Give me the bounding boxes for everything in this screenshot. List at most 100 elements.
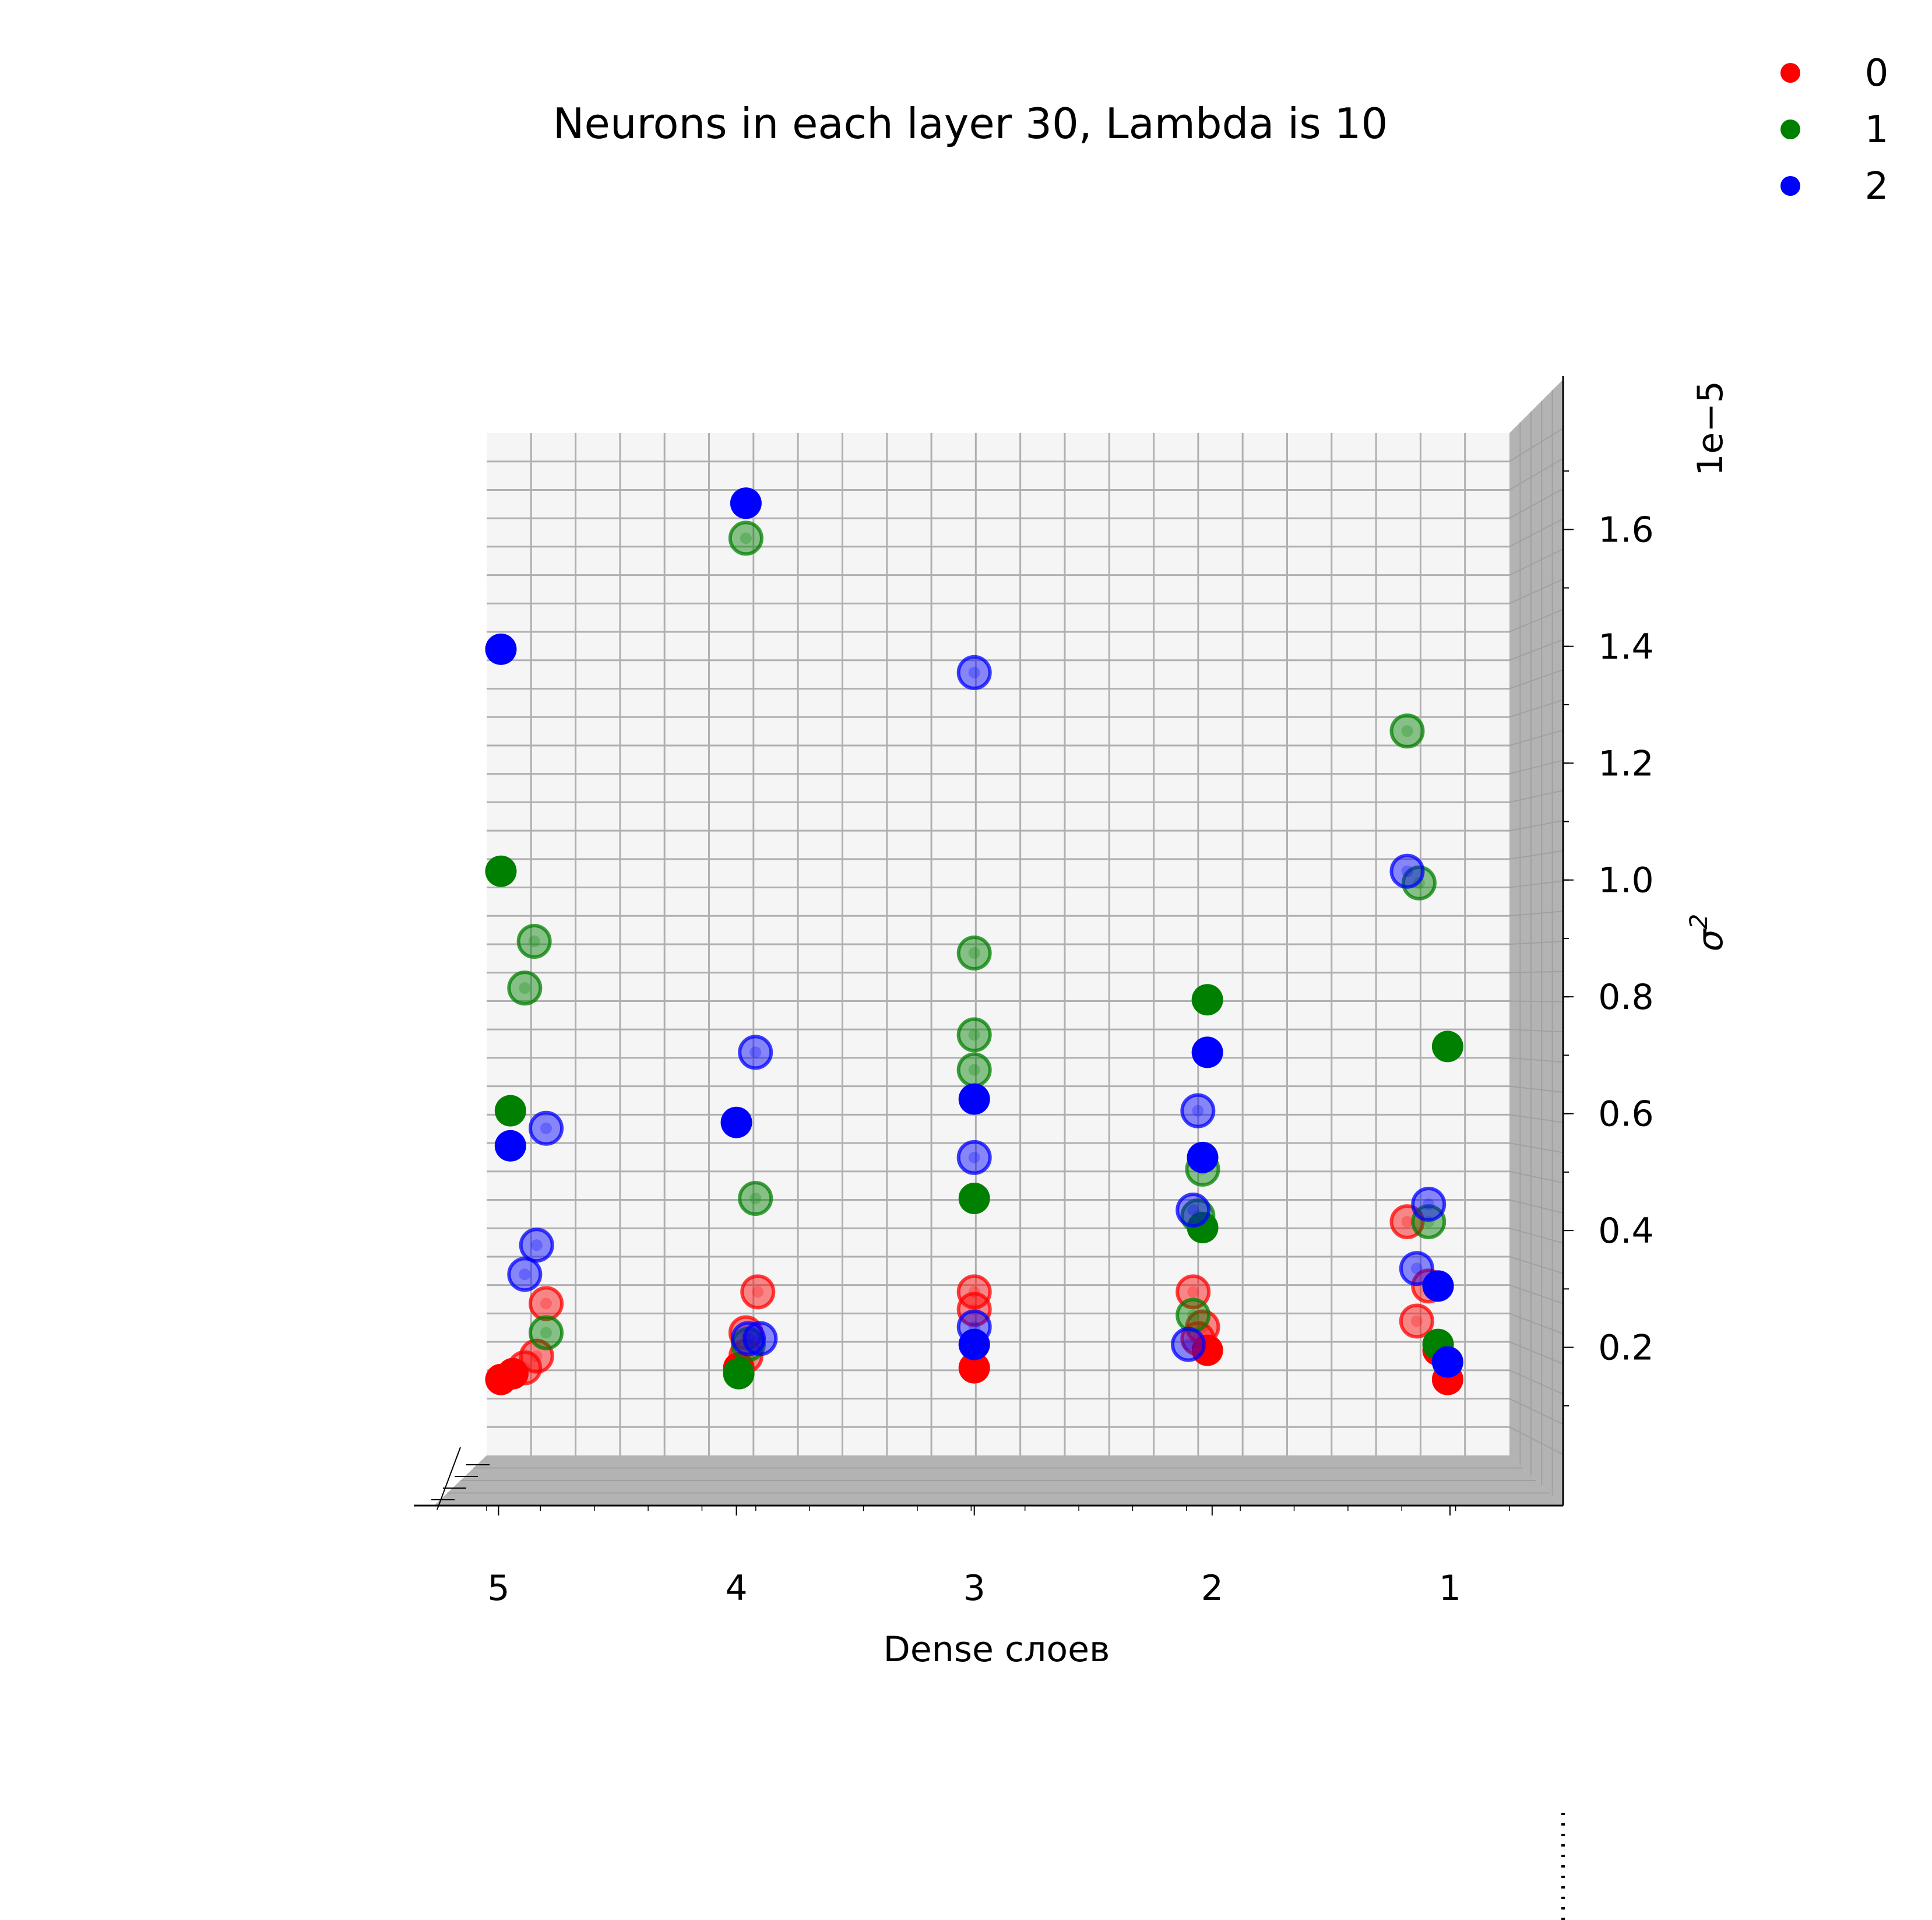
scatter-point-core bbox=[749, 1046, 762, 1059]
scatter-point-series-1 bbox=[516, 923, 552, 959]
x-axis-label: Dense слоев bbox=[884, 1629, 1110, 1670]
scatter-point-series-2 bbox=[1171, 1327, 1206, 1362]
scatter-point-core bbox=[1423, 1198, 1435, 1211]
side-pane-line bbox=[1509, 1114, 1564, 1123]
scatter-point-series-0 bbox=[529, 1286, 564, 1321]
scatter-point-core bbox=[968, 947, 980, 959]
scatter-point-series-1 bbox=[1389, 713, 1425, 749]
x-axis-ticks: 5 4 3 2 1 bbox=[486, 1506, 1510, 1609]
side-pane-line bbox=[1509, 1398, 1564, 1425]
side-pane-line bbox=[1509, 1284, 1564, 1304]
scatter-point-series-1 bbox=[1187, 1212, 1219, 1244]
side-pane-line bbox=[1509, 1426, 1564, 1455]
scatter-point-series-0 bbox=[956, 1292, 992, 1327]
side-pane-line bbox=[1509, 699, 1564, 718]
scatter-point-core bbox=[530, 1239, 543, 1251]
scatter-point-core bbox=[968, 1064, 980, 1076]
scatter-point-series-2 bbox=[956, 1140, 992, 1175]
side-pane-line bbox=[1509, 1256, 1564, 1274]
scatter-point-core bbox=[540, 1327, 552, 1339]
side-pane-line bbox=[1509, 1199, 1564, 1214]
side-pane-line bbox=[1509, 1085, 1564, 1093]
side-pane-line bbox=[1509, 820, 1564, 832]
scatter-point-series-2 bbox=[1422, 1270, 1454, 1302]
scatter-point-series-0 bbox=[1399, 1303, 1434, 1339]
x-tick-label: 2 bbox=[1201, 1568, 1223, 1609]
scatter-point-core bbox=[968, 666, 980, 678]
side-pane-line bbox=[1509, 759, 1564, 775]
side-pane-line bbox=[1509, 1313, 1564, 1335]
side-pane-line bbox=[1509, 1228, 1564, 1244]
y-tick-label: 1.0 bbox=[1598, 860, 1653, 901]
scatter-point-series-2 bbox=[1389, 853, 1425, 889]
x-tick-label: 3 bbox=[963, 1568, 986, 1609]
scatter-point-series-2 bbox=[958, 1328, 990, 1360]
side-pane-line bbox=[1509, 639, 1564, 661]
scatter-point-series-1 bbox=[956, 1017, 992, 1053]
side-pane-line bbox=[1509, 1029, 1564, 1033]
svg-text:σ2: σ2 bbox=[1684, 914, 1731, 952]
scatter-point-series-2 bbox=[958, 1083, 990, 1115]
side-pane-line bbox=[1509, 609, 1564, 632]
scatter-point-core bbox=[1183, 1338, 1195, 1351]
side-pane-line bbox=[1509, 458, 1564, 491]
side-pane-line bbox=[1509, 578, 1564, 604]
x-tick-label: 5 bbox=[487, 1568, 509, 1609]
scatter-point-core bbox=[530, 1350, 543, 1362]
scatter-point-core bbox=[1410, 1315, 1423, 1327]
scatter-point-series-2 bbox=[738, 1035, 773, 1070]
y-axis-ticks: 0.2 0.4 0.6 0.8 1.0 1.2 1.4 1.6 bbox=[1563, 470, 1654, 1406]
scatter-point-series-1 bbox=[494, 1095, 526, 1127]
scatter-point-series-1 bbox=[529, 1315, 564, 1351]
scatter-point-series-1 bbox=[723, 1358, 755, 1390]
y-tick-label: 0.4 bbox=[1598, 1211, 1653, 1251]
scatter-point-series-2 bbox=[529, 1110, 564, 1146]
side-pane-line bbox=[1509, 427, 1564, 462]
legend-marker-0 bbox=[1780, 63, 1800, 83]
x-tick-label: 1 bbox=[1439, 1568, 1461, 1609]
y-tick-label: 0.6 bbox=[1598, 1094, 1653, 1135]
side-pane-line bbox=[1509, 1057, 1564, 1063]
scatter-point-core bbox=[1401, 1216, 1413, 1228]
scatter-point-series-2 bbox=[1191, 1036, 1223, 1068]
legend: 0 1 2 bbox=[1780, 52, 1888, 208]
y-offset-label-group: 1e−5 bbox=[1690, 381, 1731, 476]
side-pane-line bbox=[1509, 729, 1564, 746]
x-tick-label: 4 bbox=[725, 1568, 747, 1609]
scatter-point-core bbox=[540, 1297, 552, 1310]
scatter-point-series-2 bbox=[1399, 1251, 1434, 1286]
scatter-point-series-1 bbox=[738, 1180, 773, 1216]
scatter-point-series-2 bbox=[742, 1321, 778, 1356]
scatter-point-series-2 bbox=[485, 633, 517, 665]
side-pane-line bbox=[1509, 548, 1564, 576]
scatter-point-core bbox=[540, 1122, 552, 1134]
scatter-point-series-1 bbox=[1411, 1204, 1447, 1240]
scatter-point-core bbox=[968, 1151, 980, 1163]
scatter-point-series-1 bbox=[485, 855, 517, 887]
scatter-point-series-2 bbox=[1431, 1346, 1463, 1378]
depth-axis-ticks bbox=[431, 1447, 490, 1510]
side-pane-line bbox=[1509, 850, 1564, 860]
scatter-point-series-1 bbox=[507, 970, 543, 1006]
scatter-point-core bbox=[519, 1268, 531, 1281]
scatter-point-series-1 bbox=[1191, 984, 1223, 1016]
scatter-point-series-2 bbox=[730, 1321, 766, 1356]
scatter-point-series-0 bbox=[740, 1274, 776, 1310]
legend-label: 0 bbox=[1865, 52, 1889, 95]
y-tick-label: 0.8 bbox=[1598, 977, 1653, 1018]
y-offset-label: 1e−5 bbox=[1690, 381, 1731, 476]
scatter-point-core bbox=[749, 1192, 762, 1204]
side-pane-line bbox=[1509, 669, 1564, 690]
scatter-point-core bbox=[968, 1029, 980, 1041]
scatter-point-series-2 bbox=[494, 1130, 526, 1162]
scatter-point-core bbox=[519, 982, 531, 994]
y-axis-label-group: σ2 bbox=[1684, 914, 1731, 952]
side-pane-line bbox=[1509, 1170, 1564, 1184]
scatter-point-core bbox=[754, 1332, 766, 1345]
scatter-point-series-2 bbox=[1187, 1141, 1219, 1173]
scatter-point-core bbox=[1192, 1105, 1204, 1117]
scatter-point-series-2 bbox=[1411, 1187, 1447, 1222]
scatter-point-series-0 bbox=[1191, 1334, 1223, 1366]
side-pane-line bbox=[1509, 880, 1564, 888]
